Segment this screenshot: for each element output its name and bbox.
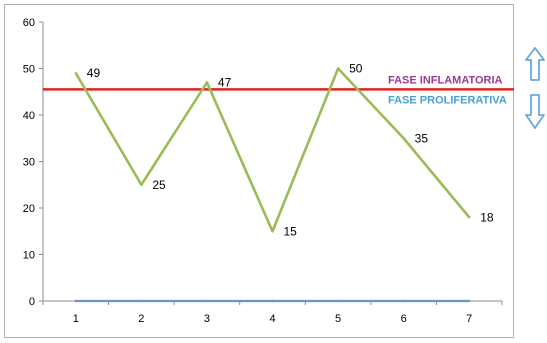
y-tick-label: 10 — [23, 250, 35, 262]
data-point — [74, 71, 77, 75]
y-tick-label: 20 — [23, 203, 35, 215]
x-tick-label: 7 — [466, 313, 472, 325]
data-label: 47 — [218, 75, 232, 89]
y-tick-label: 0 — [29, 296, 35, 308]
x-tick-label: 6 — [401, 313, 407, 325]
x-tick-label: 3 — [204, 313, 210, 325]
x-tick-label: 2 — [138, 313, 144, 325]
phase-label-inflamatoria: FASE INFLAMATORIA — [388, 74, 503, 86]
data-point — [336, 67, 340, 70]
y-tick-label: 60 — [23, 17, 35, 29]
data-label: 18 — [480, 210, 494, 224]
data-point — [402, 137, 405, 140]
phase-label-proliferativa: FASE PROLIFERATIVA — [388, 94, 507, 106]
x-tick-label: 1 — [73, 313, 79, 325]
data-label-layer: 49 25 47 15 50 35 18 — [87, 62, 494, 239]
data-label: 25 — [152, 178, 166, 192]
data-label: 50 — [349, 62, 363, 76]
data-point — [271, 299, 274, 303]
y-tick-label: 30 — [23, 157, 35, 169]
data-point — [336, 299, 340, 303]
data-point — [74, 299, 77, 303]
data-point — [468, 299, 471, 303]
x-tick-label: 4 — [269, 313, 275, 325]
arrow-down-icon — [525, 94, 545, 129]
data-point — [402, 299, 405, 303]
data-label: 35 — [415, 131, 429, 145]
chart-frame — [4, 4, 514, 338]
data-point — [205, 299, 209, 303]
arrow-up-icon — [525, 47, 545, 81]
data-point — [140, 183, 143, 186]
series-line-main — [74, 67, 471, 233]
data-point — [140, 299, 143, 303]
series-layer — [74, 67, 471, 303]
data-label: 15 — [284, 224, 298, 238]
data-label: 49 — [87, 66, 101, 80]
x-tick-label: 5 — [335, 313, 341, 325]
y-tick-label: 50 — [23, 64, 35, 76]
data-point — [271, 230, 274, 233]
annotation-layer: FASE INFLAMATORIA FASE PROLIFERATIVA — [388, 47, 545, 129]
data-point — [468, 216, 471, 219]
data-point — [205, 81, 209, 84]
y-tick-label: 40 — [23, 110, 35, 122]
